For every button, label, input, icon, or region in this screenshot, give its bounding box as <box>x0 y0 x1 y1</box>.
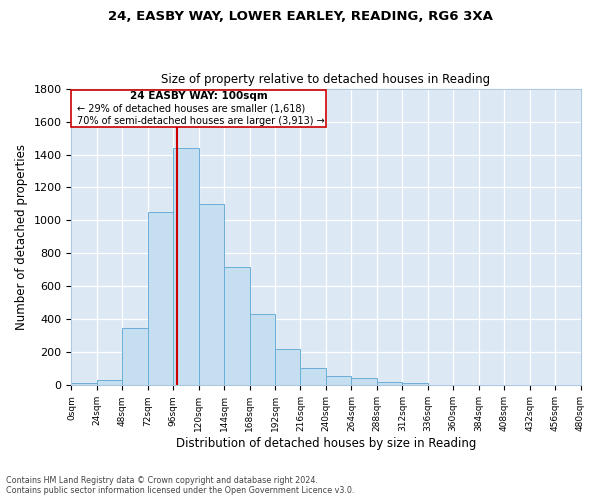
Text: 70% of semi-detached houses are larger (3,913) →: 70% of semi-detached houses are larger (… <box>77 116 325 126</box>
Bar <box>428 384 453 386</box>
Bar <box>173 148 199 386</box>
Text: 24 EASBY WAY: 100sqm: 24 EASBY WAY: 100sqm <box>130 92 268 102</box>
Text: ← 29% of detached houses are smaller (1,618): ← 29% of detached houses are smaller (1,… <box>77 104 305 114</box>
Bar <box>301 368 326 386</box>
Bar <box>250 314 275 386</box>
Text: Contains HM Land Registry data © Crown copyright and database right 2024.
Contai: Contains HM Land Registry data © Crown c… <box>6 476 355 495</box>
Bar <box>199 204 224 386</box>
Bar <box>224 266 250 386</box>
Bar <box>122 328 148 386</box>
Bar <box>148 212 173 386</box>
Bar <box>71 383 97 386</box>
Text: 24, EASBY WAY, LOWER EARLEY, READING, RG6 3XA: 24, EASBY WAY, LOWER EARLEY, READING, RG… <box>107 10 493 23</box>
Bar <box>326 376 352 386</box>
Bar <box>97 380 122 386</box>
Bar <box>275 349 301 386</box>
Title: Size of property relative to detached houses in Reading: Size of property relative to detached ho… <box>161 73 491 86</box>
X-axis label: Distribution of detached houses by size in Reading: Distribution of detached houses by size … <box>176 437 476 450</box>
Bar <box>403 383 428 386</box>
Bar <box>352 378 377 386</box>
FancyBboxPatch shape <box>71 90 326 128</box>
Y-axis label: Number of detached properties: Number of detached properties <box>15 144 28 330</box>
Bar <box>377 382 403 386</box>
